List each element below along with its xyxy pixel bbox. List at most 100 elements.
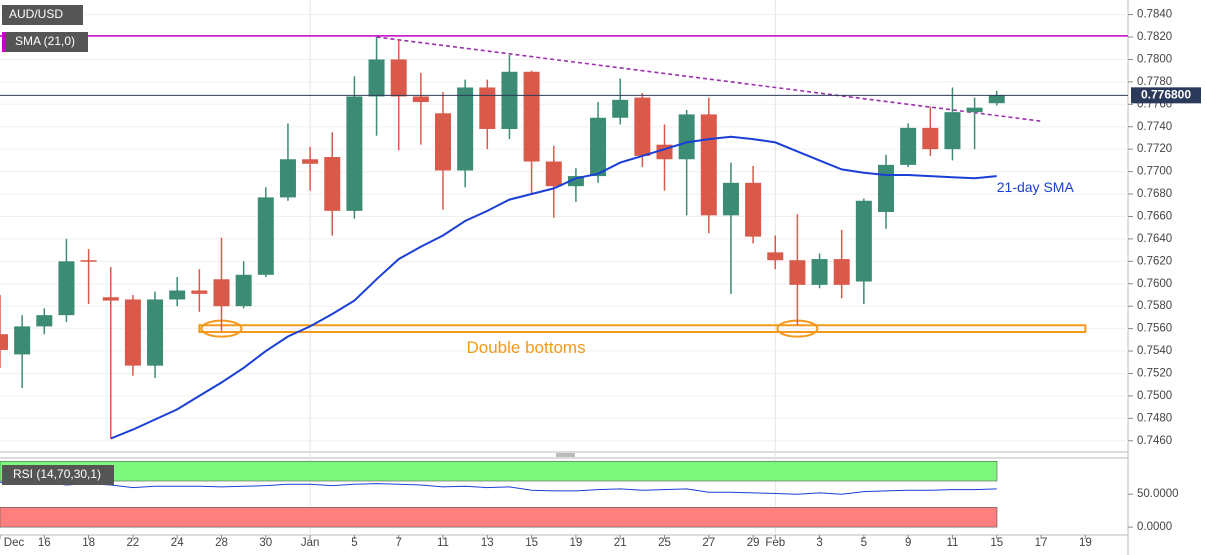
x-tick-label: 29 (747, 537, 760, 549)
y-tick-label: 0.7560 (1137, 323, 1172, 335)
y-tick-label: 0.0000 (1137, 521, 1172, 533)
y-tick-label: 50.0000 (1137, 488, 1179, 500)
candle-body (302, 159, 319, 164)
candle-body (922, 127, 939, 150)
candle-body (567, 176, 584, 187)
candle-body (279, 159, 296, 198)
x-tick-label: 27 (702, 537, 715, 549)
candle-body (767, 252, 784, 261)
candle-body (944, 112, 961, 150)
x-tick-label: 16 (38, 537, 51, 549)
y-tick-label: 0.7600 (1137, 278, 1172, 290)
indicator-label: RSI (14,70,30,1) (13, 467, 101, 481)
x-tick-label: 22 (127, 537, 140, 549)
x-tick-label: 11 (437, 537, 449, 549)
sma-line (110, 135, 997, 440)
x-tick-label: Jan (301, 537, 320, 549)
y-tick-label: 0.7820 (1137, 31, 1172, 43)
x-tick-label: Dec (4, 537, 25, 549)
indicator-swatch (2, 32, 6, 52)
x-tick-label: 5 (351, 537, 357, 549)
candle-body (80, 260, 97, 262)
y-tick-label: 0.7660 (1137, 210, 1172, 222)
y-tick-label: 0.7800 (1137, 53, 1172, 65)
y-tick-label: 0.7780 (1137, 76, 1172, 88)
y-tick-label: 0.7720 (1137, 143, 1172, 155)
y-tick-label: 0.7580 (1137, 300, 1172, 312)
x-tick-label: 11 (946, 537, 958, 549)
candle-body (988, 95, 1005, 104)
x-tick-label: 15 (990, 537, 1003, 549)
candle-body (346, 96, 363, 211)
candle-body (700, 114, 717, 216)
candle-body (235, 274, 252, 307)
candle-body (191, 290, 208, 294)
x-tick-label: 21 (614, 537, 627, 549)
candle-body (124, 299, 141, 366)
x-tick-label: 25 (658, 537, 671, 549)
indicator-box (2, 465, 114, 485)
y-tick-label: 0.7520 (1137, 368, 1172, 380)
candle-body (324, 157, 341, 211)
candle-body (435, 113, 451, 171)
y-tick-label: 0.7700 (1137, 166, 1172, 178)
candle-body (58, 261, 75, 316)
candle-body (966, 107, 983, 113)
indicator-label: SMA (21,0) (15, 34, 75, 48)
candle-body (257, 197, 274, 275)
rsi-line (0, 481, 997, 495)
candle-body (0, 334, 8, 350)
x-tick-label: 19 (570, 537, 583, 549)
sma-label: 21-day SMA (997, 179, 1075, 195)
last-price-box (1131, 87, 1201, 104)
rsi-band (0, 460, 998, 482)
candle-body (523, 71, 540, 162)
symbol-label: AUD/USD (9, 7, 63, 21)
candle-body (213, 279, 230, 307)
y-tick-label: 0.7480 (1137, 412, 1172, 424)
resize-handle[interactable] (556, 453, 575, 457)
indicator-box (2, 32, 88, 52)
candle-body (147, 299, 164, 366)
x-tick-label: 5 (861, 537, 867, 549)
symbol-box (2, 5, 83, 25)
y-tick-label: 0.7740 (1137, 121, 1172, 133)
annotation: Double bottoms (467, 338, 586, 357)
x-tick-label: 28 (215, 537, 228, 549)
candle-body (745, 182, 762, 237)
candle-body (14, 326, 31, 355)
x-tick-label: 18 (82, 537, 95, 549)
candle-body (169, 290, 186, 300)
candle-body (501, 71, 518, 129)
candle-body (855, 200, 872, 282)
candle-body (368, 59, 385, 97)
candle-body (878, 164, 894, 212)
y-tick-label: 0.7680 (1137, 188, 1172, 200)
x-tick-label: 13 (481, 537, 494, 549)
y-tick-label: 0.7460 (1137, 435, 1172, 447)
candle-body (789, 260, 806, 285)
candle-body (722, 182, 739, 216)
support-band (198, 324, 1087, 333)
last-price-label: 0.776800 (1141, 88, 1191, 102)
y-tick-label: 0.7620 (1137, 255, 1172, 267)
candle-body (36, 315, 53, 327)
candle-body (457, 87, 474, 171)
candle-body (811, 259, 828, 285)
candle-body (545, 161, 562, 187)
y-tick-label: 0.7640 (1137, 233, 1172, 245)
candle-body (590, 117, 607, 177)
candle-body (634, 97, 651, 156)
x-tick-label: 30 (259, 537, 272, 549)
candle-body (102, 297, 119, 301)
x-tick-label: 17 (1035, 537, 1048, 549)
x-tick-label: 24 (171, 537, 184, 549)
candle-body (412, 96, 429, 103)
y-tick-label: 0.7500 (1137, 390, 1172, 402)
x-tick-label: 7 (395, 537, 401, 549)
x-tick-label: 3 (816, 537, 822, 549)
y-tick-label: 0.7540 (1137, 345, 1172, 357)
y-tick-label: 0.7840 (1137, 9, 1172, 21)
rsi-band (0, 507, 998, 528)
